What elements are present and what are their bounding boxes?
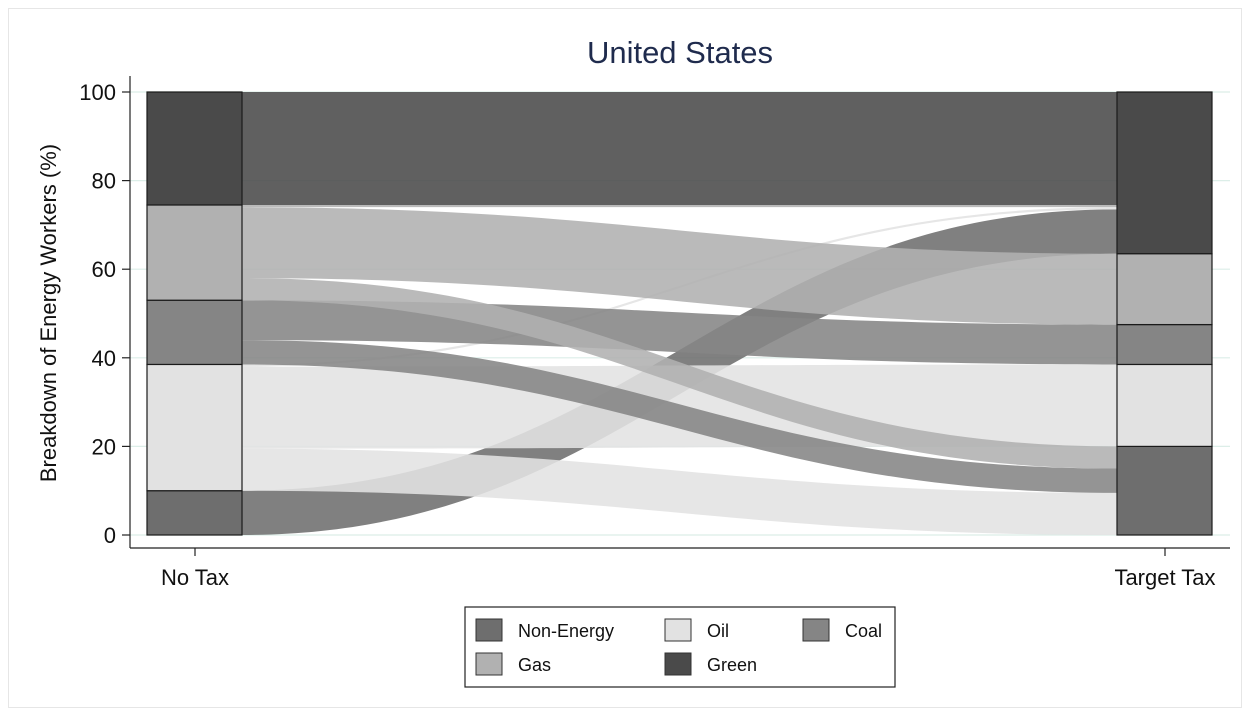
- legend-label-gas: Gas: [518, 655, 551, 675]
- node-notax-green: [146, 91, 243, 206]
- flow-layer: [242, 92, 1117, 535]
- legend-swatch-green: [664, 652, 692, 676]
- legend-label-non-energy: Non-Energy: [518, 621, 614, 641]
- y-tick-label: 100: [79, 80, 116, 105]
- legend-label-green: Green: [707, 655, 757, 675]
- node-targettax-green: [1116, 91, 1213, 255]
- chart-title: United States: [587, 35, 773, 70]
- flow-coal-to-non-energy: [242, 340, 1117, 493]
- node-targettax-non-energy: [1116, 445, 1213, 536]
- y-tick-label: 0: [104, 523, 116, 548]
- flow-gas-to-gas: [242, 207, 1117, 325]
- legend-swatch-oil: [664, 618, 692, 642]
- flow-green-to-green: [242, 92, 1117, 205]
- legend-swatch-coal: [802, 618, 830, 642]
- y-tick-label: 20: [92, 434, 116, 459]
- x-tick-label: Target Tax: [1114, 565, 1215, 590]
- node-notax-gas: [146, 204, 243, 301]
- y-tick-label: 60: [92, 257, 116, 282]
- axis-layer: No Tax Target Tax: [129, 76, 1230, 590]
- node-targettax-oil: [1116, 363, 1213, 448]
- y-tick-label: 40: [92, 346, 116, 371]
- node-notax-coal: [146, 299, 243, 366]
- legend-label-coal: Coal: [845, 621, 882, 641]
- legend-swatch-non-energy: [475, 618, 503, 642]
- node-targettax-coal: [1116, 323, 1213, 366]
- y-tick-label: 80: [92, 169, 116, 194]
- flow-gas-to-non-energy: [242, 278, 1117, 469]
- node-notax-oil: [146, 363, 243, 492]
- legend: Non-Energy Oil Coal Gas Green: [464, 606, 896, 688]
- node-layer: [146, 91, 1213, 536]
- legend-label-oil: Oil: [707, 621, 729, 641]
- y-axis-label: Breakdown of Energy Workers (%): [36, 144, 61, 482]
- flow-gas-to-green: [242, 204, 1117, 208]
- flow-oil-to-non-energy: [242, 448, 1117, 535]
- node-targettax-gas: [1116, 253, 1213, 326]
- legend-swatch-gas: [475, 652, 503, 676]
- x-tick-label: No Tax: [161, 565, 229, 590]
- node-notax-non-energy: [146, 490, 243, 536]
